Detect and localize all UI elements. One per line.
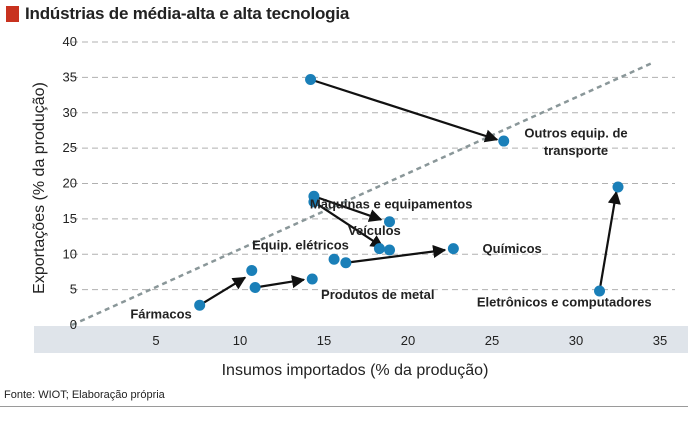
data-point xyxy=(305,73,317,85)
change-arrow xyxy=(313,200,384,249)
industry-label: transporte xyxy=(544,143,608,158)
data-point xyxy=(306,273,318,285)
chart-title: Indústrias de média-alta e alta tecnolog… xyxy=(25,4,350,23)
change-arrow xyxy=(310,78,499,143)
x-tick-label: 35 xyxy=(653,333,667,348)
data-point xyxy=(612,181,624,193)
y-tick-label: 30 xyxy=(63,105,77,120)
industry-label: Químicos xyxy=(483,241,542,256)
x-tick-label: 5 xyxy=(152,333,159,348)
change-arrow xyxy=(313,195,383,222)
industry-label: Veículos xyxy=(348,223,401,238)
y-tick-label: 35 xyxy=(63,69,77,84)
data-point xyxy=(498,135,510,147)
data-point xyxy=(373,243,385,255)
data-point xyxy=(594,285,606,297)
bottom-rule xyxy=(0,406,688,407)
x-axis-title: Insumos importados (% da produção) xyxy=(222,362,489,379)
change-arrow xyxy=(598,190,621,292)
x-tick-label: 15 xyxy=(317,333,331,348)
change-arrow xyxy=(345,244,447,264)
data-point xyxy=(194,299,206,311)
change-arrow xyxy=(199,276,247,307)
industry-label: Outros equip. de xyxy=(524,126,627,141)
y-tick-label: 10 xyxy=(63,246,77,261)
x-tick-label: 10 xyxy=(233,333,247,348)
y-tick-label: 20 xyxy=(63,176,77,191)
industry-label: Eletrônicos e computadores xyxy=(477,295,652,310)
y-tick-label: 25 xyxy=(63,140,77,155)
source-note: Fonte: WIOT; Elaboração própria xyxy=(4,389,165,401)
change-arrow xyxy=(254,275,306,289)
y-axis-title: Exportações (% da produção) xyxy=(31,82,48,294)
y-tick-label: 5 xyxy=(70,282,77,297)
x-tick-label: 25 xyxy=(485,333,499,348)
data-point xyxy=(246,265,258,277)
x-tick-label: 20 xyxy=(401,333,415,348)
title-marker xyxy=(6,6,19,22)
x-tick-label: 30 xyxy=(569,333,583,348)
x-axis-band xyxy=(34,326,688,353)
title-block: Indústrias de média-alta e alta tecnolog… xyxy=(6,4,349,24)
y-tick-label: 15 xyxy=(63,211,77,226)
data-point xyxy=(447,243,459,255)
industry-label: Fármacos xyxy=(130,307,191,322)
y-tick-label: 0 xyxy=(70,317,77,332)
data-point xyxy=(308,196,320,208)
data-point xyxy=(384,216,396,228)
data-point xyxy=(328,253,340,265)
data-point xyxy=(340,257,352,269)
data-point xyxy=(384,244,396,256)
data-point xyxy=(249,282,261,294)
industry-label: Equip. elétricos xyxy=(252,237,349,252)
diagonal-reference-line xyxy=(71,62,653,327)
y-tick-label: 40 xyxy=(63,34,77,49)
industry-label: Máquinas e equipamentos xyxy=(310,196,473,211)
industry-label: Produtos de metal xyxy=(321,287,434,302)
